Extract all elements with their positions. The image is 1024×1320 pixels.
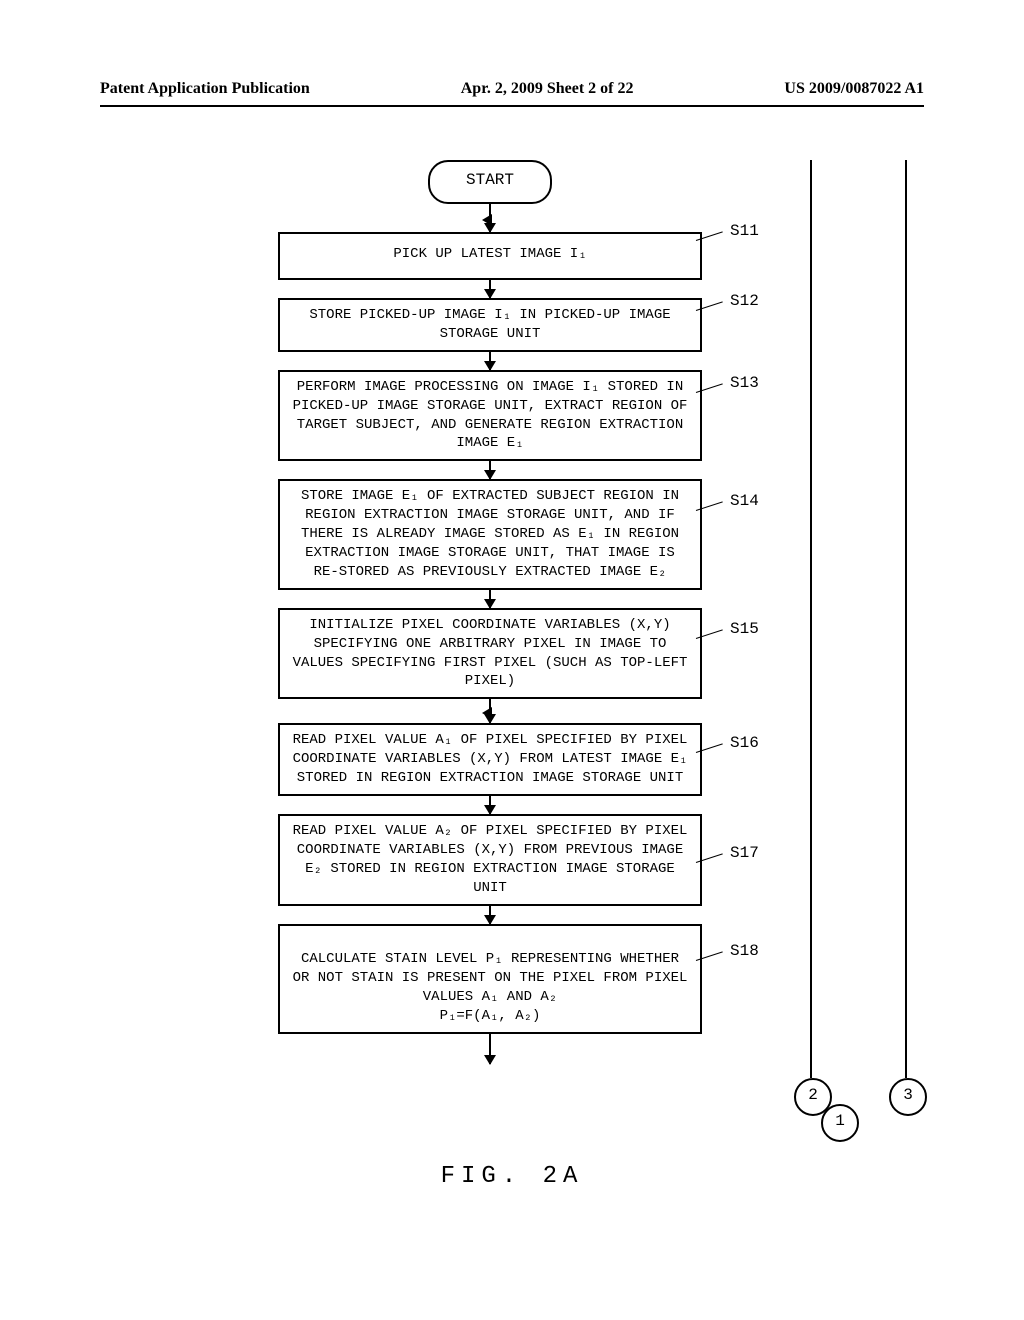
step-s11: PICK UP LATEST IMAGE I₁ [278, 232, 702, 280]
arrow [489, 906, 491, 924]
step-s13-text: PERFORM IMAGE PROCESSING ON IMAGE I₁ STO… [293, 379, 688, 452]
step-s15-text: INITIALIZE PIXEL COORDINATE VARIABLES (X… [293, 617, 688, 690]
step-s13-label: S13 [730, 374, 759, 392]
step-s16: READ PIXEL VALUE A₁ OF PIXEL SPECIFIED B… [278, 723, 702, 796]
step-s17-text: READ PIXEL VALUE A₂ OF PIXEL SPECIFIED B… [293, 823, 688, 896]
connector-1-label: 1 [835, 1112, 845, 1130]
step-s12-text: STORE PICKED-UP IMAGE I₁ IN PICKED-UP IM… [309, 307, 670, 342]
flowchart: START PICK UP LATEST IMAGE I₁ S11 STORE … [140, 160, 840, 1102]
connector-2-line [810, 160, 812, 1078]
header-center: Apr. 2, 2009 Sheet 2 of 22 [461, 80, 634, 98]
step-s16-text: READ PIXEL VALUE A₁ OF PIXEL SPECIFIED B… [293, 732, 688, 786]
arrow [489, 590, 491, 608]
step-s14-label: S14 [730, 492, 759, 510]
header-right: US 2009/0087022 A1 [784, 80, 924, 98]
arrow [489, 204, 491, 232]
step-s11-label: S11 [730, 222, 759, 240]
arrow [489, 796, 491, 814]
step-s17-label: S17 [730, 844, 759, 862]
step-s14: STORE IMAGE E₁ OF EXTRACTED SUBJECT REGI… [278, 479, 702, 589]
header-rule [100, 105, 924, 107]
step-s13: PERFORM IMAGE PROCESSING ON IMAGE I₁ STO… [278, 370, 702, 462]
header-left: Patent Application Publication [100, 80, 310, 98]
step-s18: CALCULATE STAIN LEVEL P₁ REPRESENTING WH… [278, 924, 702, 1034]
start-label: START [466, 171, 514, 189]
step-s18-text: CALCULATE STAIN LEVEL P₁ REPRESENTING WH… [293, 951, 688, 1024]
step-s15: INITIALIZE PIXEL COORDINATE VARIABLES (X… [278, 608, 702, 700]
step-s12: STORE PICKED-UP IMAGE I₁ IN PICKED-UP IM… [278, 298, 702, 352]
step-s12-label: S12 [730, 292, 759, 310]
step-s17: READ PIXEL VALUE A₂ OF PIXEL SPECIFIED B… [278, 814, 702, 906]
start-node: START [428, 160, 552, 204]
step-s11-text: PICK UP LATEST IMAGE I₁ [393, 246, 586, 262]
connector-3: 3 [889, 1078, 927, 1116]
arrow [489, 461, 491, 479]
arrow [489, 352, 491, 370]
step-s16-label: S16 [730, 734, 759, 752]
connector-3-label: 3 [903, 1086, 913, 1104]
page-header: Patent Application Publication Apr. 2, 2… [100, 80, 924, 98]
connector-3-line [905, 160, 907, 1078]
figure-label: FIG. 2A [0, 1163, 1024, 1190]
merge-arrow-icon [482, 707, 492, 719]
merge-arrow-icon [482, 214, 492, 226]
arrow [489, 280, 491, 298]
arrow [489, 1034, 491, 1064]
arrow [489, 699, 491, 723]
connector-2-label: 2 [808, 1086, 818, 1104]
page: Patent Application Publication Apr. 2, 2… [0, 0, 1024, 1320]
step-s15-label: S15 [730, 620, 759, 638]
step-s18-label: S18 [730, 942, 759, 960]
step-s14-text: STORE IMAGE E₁ OF EXTRACTED SUBJECT REGI… [301, 488, 679, 580]
connector-2: 2 [794, 1078, 832, 1116]
